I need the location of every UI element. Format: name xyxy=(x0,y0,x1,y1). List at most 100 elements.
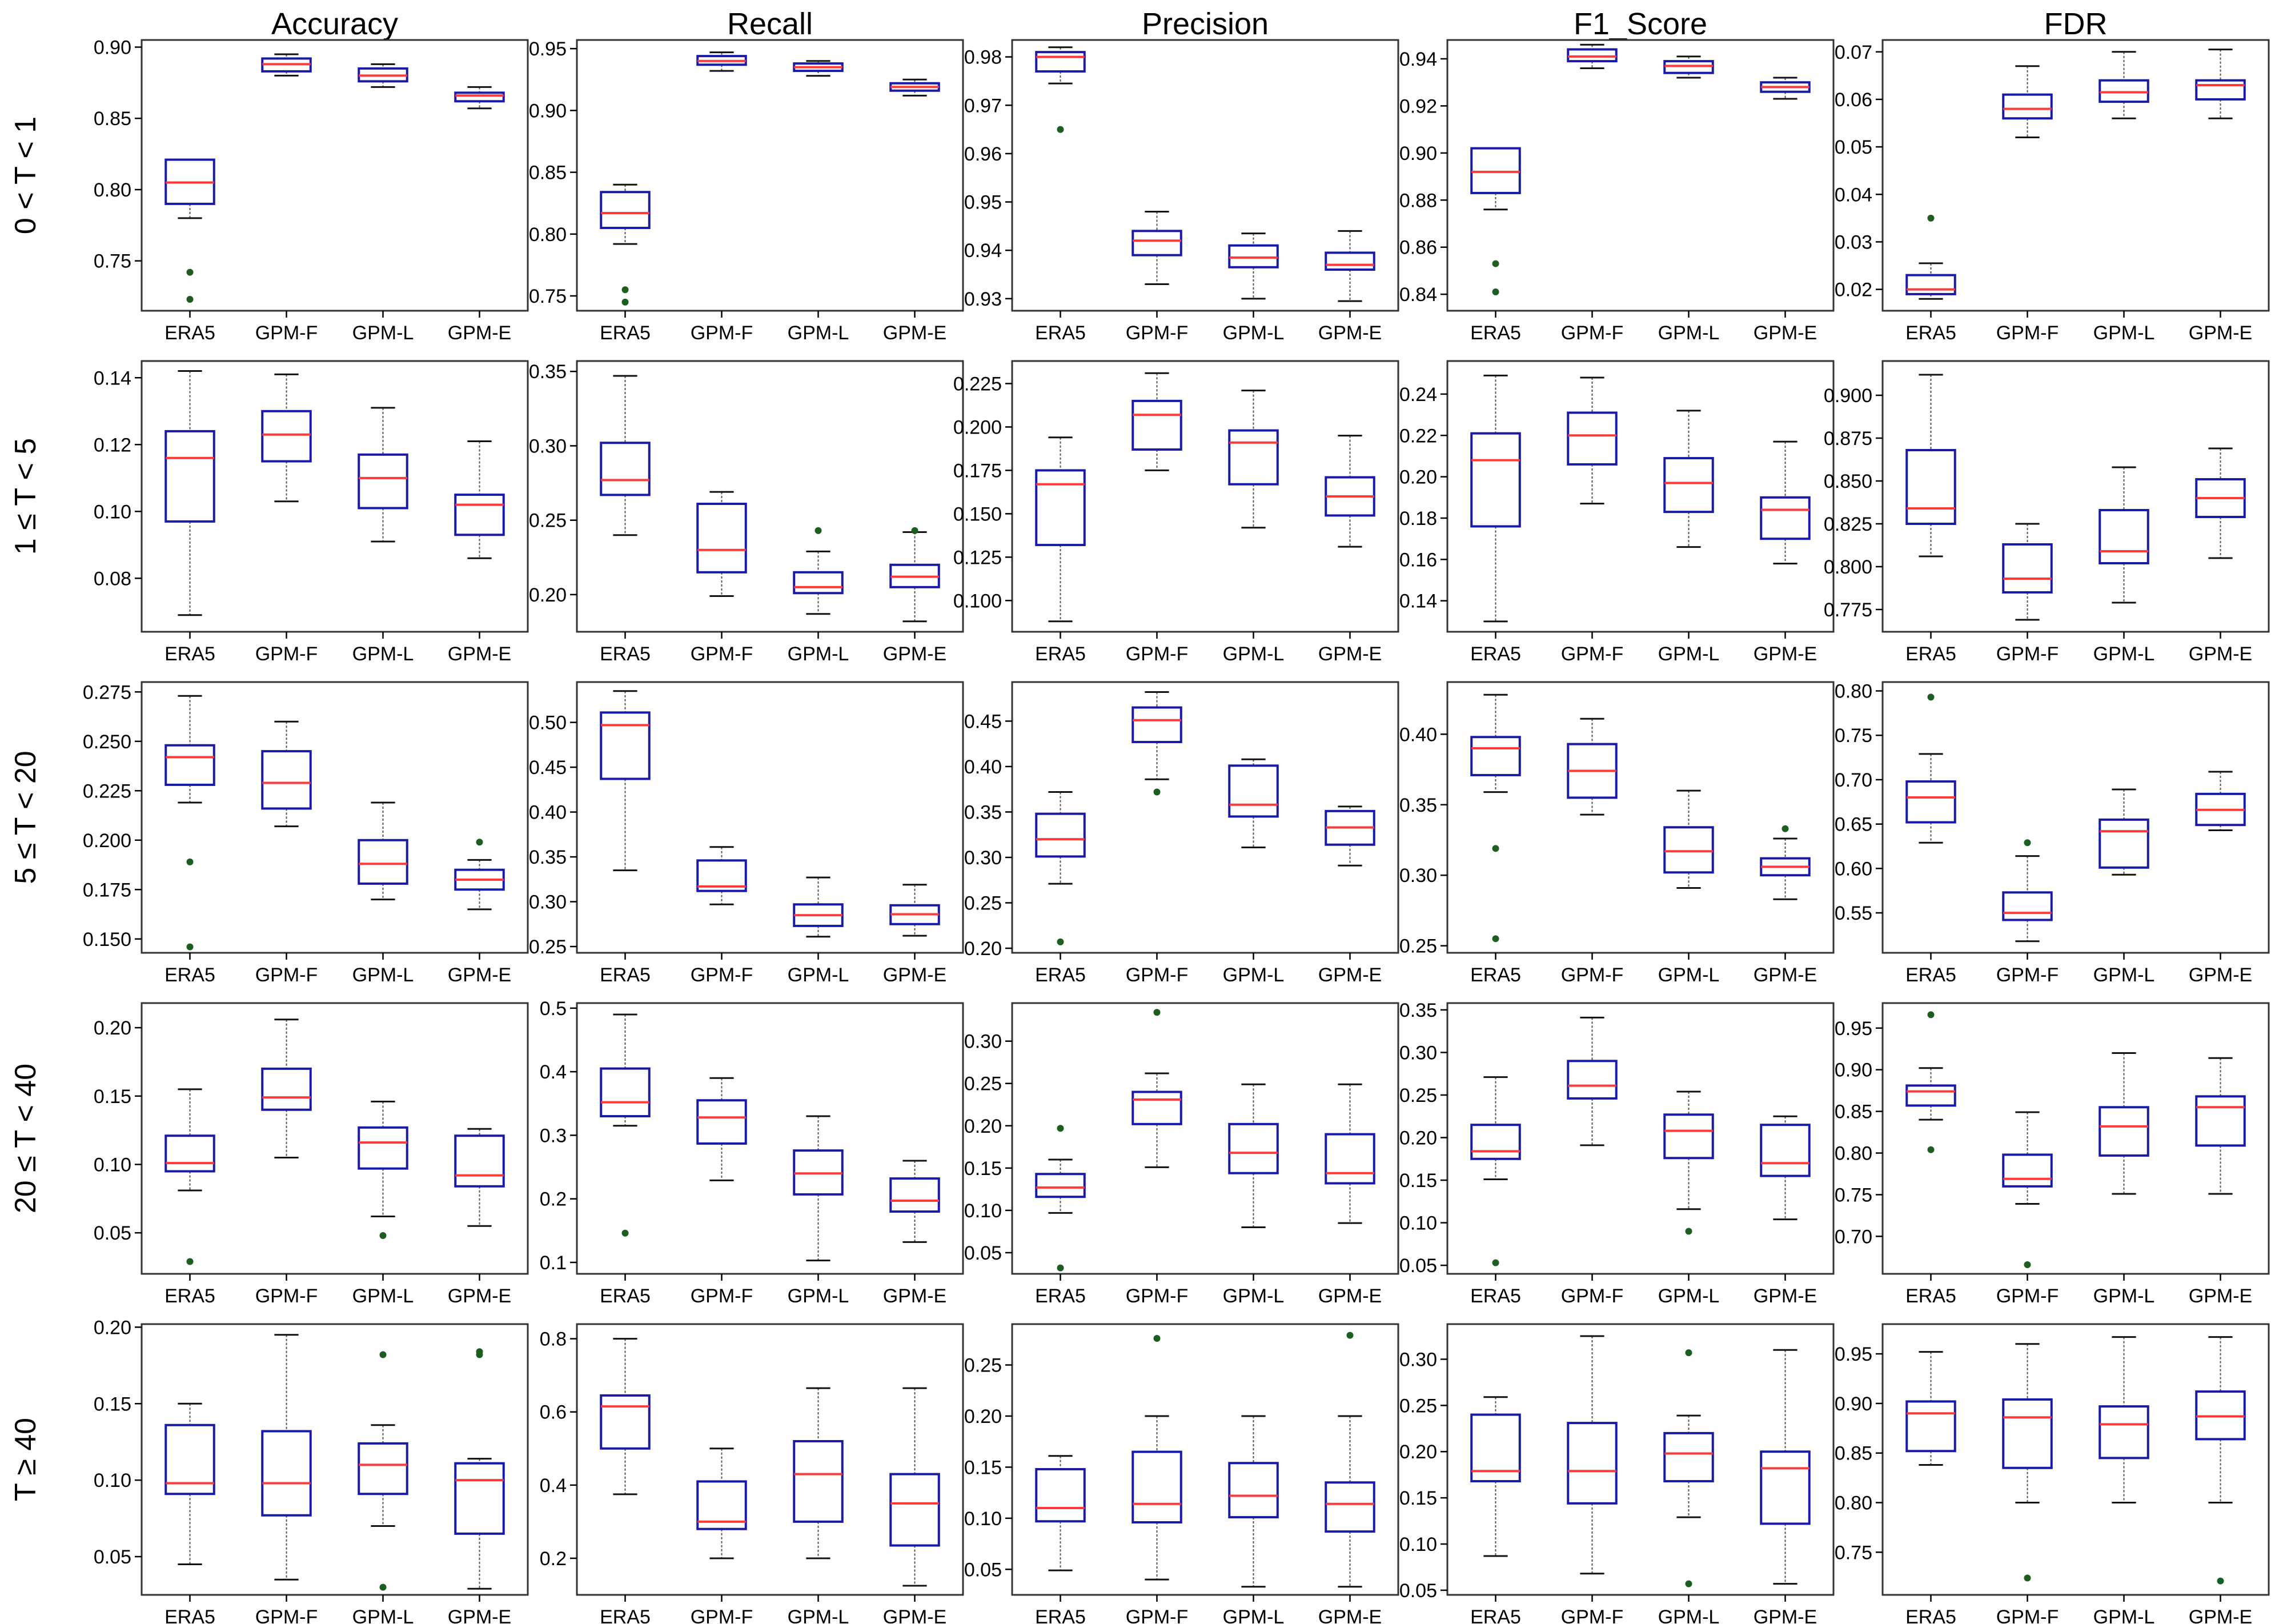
y-tick-label: 0.6 xyxy=(540,1402,567,1423)
box-gpm-l xyxy=(1228,758,1279,848)
iqr-box xyxy=(1470,147,1521,194)
x-tick-label: GPM-E xyxy=(2189,322,2252,344)
box-era5 xyxy=(1470,1076,1521,1266)
box-gpm-e xyxy=(1760,1115,1811,1221)
box-gpm-l xyxy=(1663,789,1714,889)
y-tick-label: 0.90 xyxy=(94,37,131,58)
box-gpm-e xyxy=(1760,825,1811,900)
y-tick-label: 0.10 xyxy=(1399,1213,1437,1234)
outlier-point xyxy=(1057,126,1064,133)
x-tick-label: GPM-F xyxy=(255,643,318,665)
axes-frame xyxy=(1446,360,1835,633)
x-tick-label: GPM-L xyxy=(788,964,849,986)
x-tick-label: GPM-E xyxy=(1754,1285,1817,1307)
y-tick-label: 0.4 xyxy=(540,1475,567,1497)
panel-fdr-row3: 0.55 0.60 0.65 0.70 0.75 0.80 ERA5 GPM-F GPM-L GP… xyxy=(1835,681,2270,986)
x-tick-label: ERA5 xyxy=(1470,1606,1521,1624)
axes-frame xyxy=(141,360,529,633)
iqr-box xyxy=(1132,399,1182,451)
iqr-box xyxy=(1567,1060,1618,1100)
box-gpm-e xyxy=(1760,440,1811,565)
x-tick-label: ERA5 xyxy=(1035,643,1086,665)
x-tick-label: GPM-E xyxy=(448,1285,511,1307)
column-title: Accuracy xyxy=(271,7,398,41)
panel-fdr-row2: 0.775 0.800 0.825 0.850 0.875 0.900 ERA5 GPM-F G… xyxy=(1824,360,2270,665)
y-tick-label: 0.90 xyxy=(1399,143,1437,165)
box-gpm-l xyxy=(793,876,844,938)
y-tick-label: 0.18 xyxy=(1399,508,1437,530)
x-tick-label: GPM-L xyxy=(352,964,414,986)
iqr-box xyxy=(261,1430,312,1517)
iqr-box xyxy=(793,1439,844,1523)
y-tick-label: 0.02 xyxy=(1835,279,1872,301)
box-gpm-f xyxy=(1567,717,1618,816)
y-tick-label: 0.22 xyxy=(1399,425,1437,447)
column-titles: Accuracy Recall Precision F1_Score FDR xyxy=(271,7,2108,41)
row-label: T ≥ 40 xyxy=(9,1418,42,1501)
panel-precision-row2: 0.100 0.125 0.150 0.175 0.200 0.225 ERA5 GPM-F G… xyxy=(953,360,1399,665)
iqr-box xyxy=(1470,432,1521,528)
y-tick-label: 0.225 xyxy=(83,780,131,802)
iqr-box xyxy=(2099,79,2149,103)
panel-f1_score-row5: 0.05 0.10 0.15 0.20 0.25 0.30 ERA5 GPM-F GPM-L GP… xyxy=(1399,1323,1835,1624)
x-tick-label: GPM-F xyxy=(1561,643,1624,665)
axes-frame xyxy=(576,681,964,954)
box-era5 xyxy=(600,1013,651,1237)
y-tick-label: 0.150 xyxy=(83,929,131,951)
box-gpm-f xyxy=(2002,65,2053,138)
y-tick-label: 0.25 xyxy=(964,1355,1002,1377)
x-tick-label: GPM-E xyxy=(1318,643,1382,665)
box-gpm-l xyxy=(793,1387,844,1559)
y-tick-label: 0.20 xyxy=(1399,1441,1437,1463)
y-tick-label: 0.98 xyxy=(964,47,1002,69)
box-gpm-f xyxy=(1132,210,1182,285)
box-gpm-l xyxy=(2099,1052,2149,1195)
box-gpm-f xyxy=(261,53,312,77)
y-tick-label: 0.10 xyxy=(964,1200,1002,1222)
box-gpm-l xyxy=(1228,1083,1279,1229)
x-tick-label: ERA5 xyxy=(1470,643,1521,665)
x-tick-label: GPM-F xyxy=(1126,1606,1189,1624)
x-tick-label: GPM-L xyxy=(1658,322,1720,344)
y-tick-label: 0.75 xyxy=(1835,1184,1872,1206)
box-gpm-f xyxy=(1132,372,1182,471)
x-tick-label: ERA5 xyxy=(1035,1606,1086,1624)
x-tick-label: GPM-L xyxy=(1223,964,1285,986)
outlier-point xyxy=(1492,1259,1499,1266)
iqr-box xyxy=(1132,1450,1182,1524)
iqr-box xyxy=(696,859,747,892)
iqr-box xyxy=(600,191,651,229)
iqr-box xyxy=(1905,780,1956,824)
x-tick-label: GPM-F xyxy=(255,1606,318,1624)
y-tick-label: 0.30 xyxy=(529,892,567,913)
x-tick-label: GPM-E xyxy=(1318,964,1382,986)
x-tick-label: GPM-E xyxy=(883,964,946,986)
box-gpm-f xyxy=(696,1447,747,1559)
box-era5 xyxy=(1035,791,1086,945)
y-tick-label: 0.85 xyxy=(529,162,567,184)
box-era5 xyxy=(1905,214,1956,300)
iqr-box xyxy=(889,1177,940,1213)
x-tick-label: ERA5 xyxy=(164,1285,215,1307)
iqr-box xyxy=(889,1473,940,1547)
iqr-box xyxy=(261,1067,312,1111)
box-gpm-e xyxy=(1760,1349,1811,1585)
x-tick-label: GPM-F xyxy=(1561,1606,1624,1624)
x-tick-label: GPM-E xyxy=(883,322,946,344)
y-tick-label: 0.14 xyxy=(94,367,131,389)
box-gpm-l xyxy=(793,1115,844,1262)
y-tick-label: 0.2 xyxy=(540,1189,567,1210)
y-tick-label: 0.900 xyxy=(1824,385,1872,407)
y-tick-label: 0.200 xyxy=(83,830,131,852)
y-tick-label: 0.05 xyxy=(964,1242,1002,1264)
axes-frame xyxy=(141,1323,529,1596)
panel-accuracy-row1: 0.75 0.80 0.85 0.90 ERA5 GPM-F GPM-L GPM-E xyxy=(94,37,529,344)
iqr-box xyxy=(696,1480,747,1530)
y-tick-label: 0.15 xyxy=(94,1086,131,1108)
iqr-box xyxy=(1035,51,1086,73)
x-tick-label: ERA5 xyxy=(164,1606,215,1624)
y-tick-label: 0.25 xyxy=(1399,936,1437,957)
x-tick-label: ERA5 xyxy=(1905,322,1956,344)
x-tick-label: GPM-F xyxy=(1561,1285,1624,1307)
y-tick-label: 0.175 xyxy=(953,460,1002,482)
